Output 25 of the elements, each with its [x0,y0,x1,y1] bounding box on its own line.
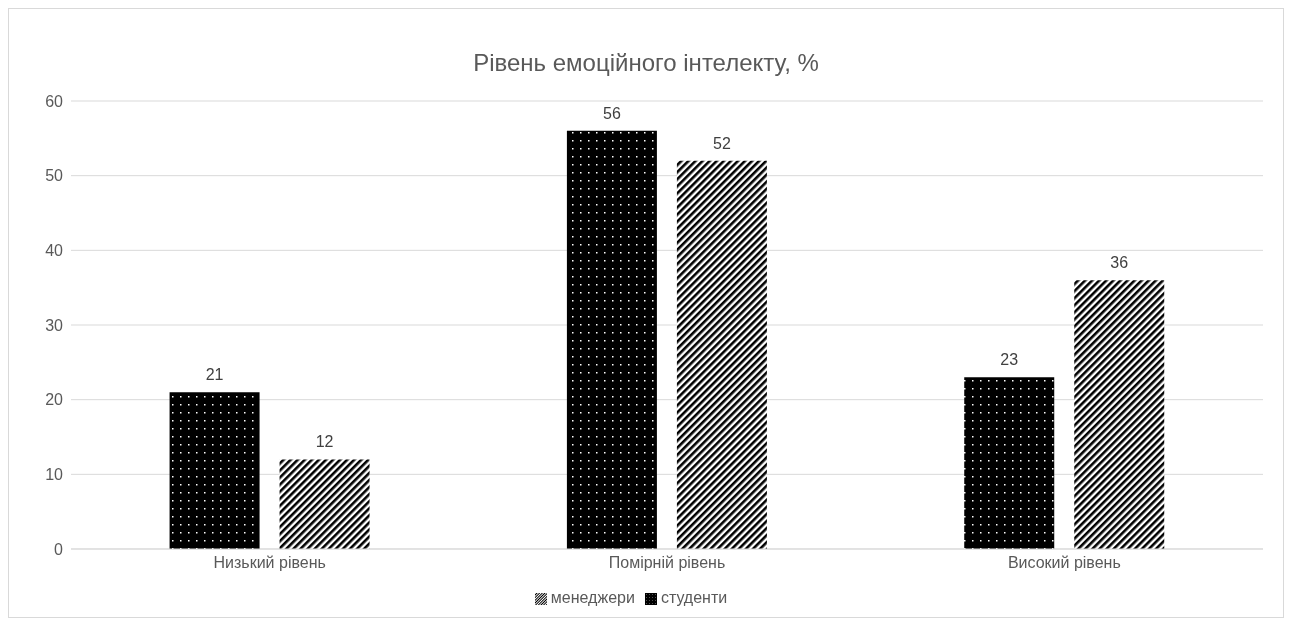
chart-title: Рівень емоційного інтелекту, % [472,48,820,78]
y-tick-label: 0 [54,540,64,558]
y-tick-label: 30 [45,316,64,334]
bar [1074,280,1165,549]
y-tick-label: 20 [45,391,64,409]
x-tick-label: Високий рівень [1007,554,1121,572]
data-label: 23 [1000,351,1019,369]
bar [964,377,1055,549]
data-label: 12 [315,433,334,451]
data-label: 52 [713,134,731,152]
legend-label: студенти [660,589,728,606]
bar [676,160,767,549]
bar [279,459,370,549]
bar [169,392,260,549]
data-label: 56 [603,104,621,122]
y-tick-label: 10 [45,466,64,484]
data-label: 36 [1110,254,1129,272]
y-tick-label: 50 [45,167,64,185]
y-tick-label: 60 [45,92,64,110]
bar [566,130,657,549]
x-tick-label: Помірній рівень [608,554,726,572]
data-label: 21 [205,366,224,384]
y-tick-label: 40 [45,242,64,260]
x-tick-label: Низький рівень [213,554,326,572]
legend-label: менеджери [550,589,635,606]
